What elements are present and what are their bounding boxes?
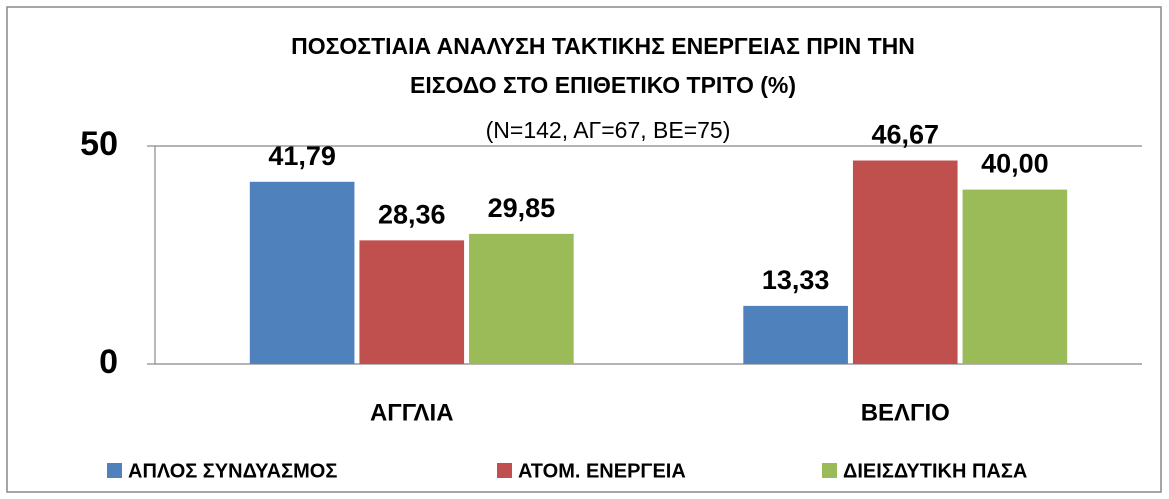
bar bbox=[962, 189, 1068, 364]
chart-title: ΕΙΣΟΔΟ ΣΤΟ ΕΠΙΘΕΤΙΚΟ ΤΡΙΤΟ (%) bbox=[410, 72, 796, 98]
value-label: 46,67 bbox=[871, 120, 939, 150]
bar bbox=[249, 181, 355, 364]
bar bbox=[469, 233, 574, 364]
value-label: 41,79 bbox=[268, 141, 336, 171]
value-label: 29,85 bbox=[488, 193, 556, 223]
y-tick-label: 0 bbox=[99, 343, 118, 381]
legend-swatch bbox=[497, 463, 512, 478]
bar bbox=[852, 160, 958, 364]
bar bbox=[743, 305, 848, 364]
chart-title: ΠΟΣΟΣΤΙΑΙΑ ΑΝΑΛΥΣΗ ΤΑΚΤΙΚΗΣ ΕΝΕΡΓΕΙΑΣ ΠΡ… bbox=[291, 33, 915, 59]
bar bbox=[359, 240, 465, 364]
chart-subtitle: (Ν=142, ΑΓ=67, ΒΕ=75) bbox=[486, 117, 731, 143]
value-label: 40,00 bbox=[981, 149, 1049, 179]
legend-swatch bbox=[822, 463, 837, 478]
y-tick-label: 50 bbox=[80, 125, 118, 163]
x-tick-label: ΒΕΛΓΙΟ bbox=[861, 399, 950, 426]
legend-label: ΔΙΕΙΣΔΥΤΙΚΗ ΠΑΣΑ bbox=[843, 460, 1027, 482]
x-tick-label: ΑΓΓΛΙΑ bbox=[370, 399, 454, 426]
legend-swatch bbox=[107, 463, 122, 478]
value-label: 13,33 bbox=[762, 265, 830, 295]
legend-label: ΑΤΟΜ. ΕΝΕΡΓΕΙΑ bbox=[518, 460, 686, 482]
legend-label: ΑΠΛΟΣ ΣΥΝΔΥΑΣΜΟΣ bbox=[128, 460, 337, 482]
value-label: 28,36 bbox=[378, 199, 446, 229]
